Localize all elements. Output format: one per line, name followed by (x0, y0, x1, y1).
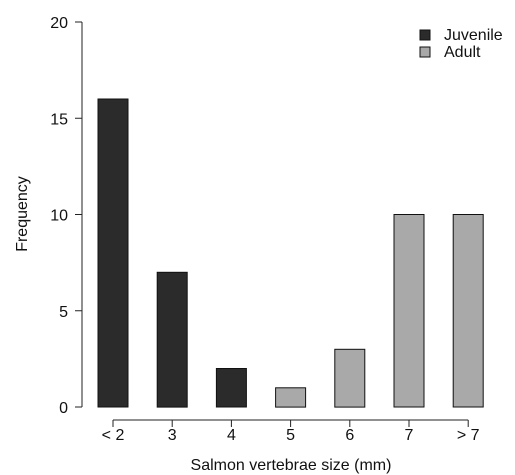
legend-label-juvenile: Juvenile (444, 27, 503, 44)
axes-group (75, 21, 469, 427)
legend-swatch-adult (419, 46, 431, 58)
legend-swatch-juvenile (419, 29, 431, 41)
legend-label-adult: Adult (444, 44, 481, 61)
bar-3 (215, 368, 247, 408)
y-tick-label: 15 (50, 111, 68, 128)
y-axis-title: Frequency (14, 176, 31, 252)
x-tick-label: 7 (405, 427, 414, 444)
x-axis-title: Salmon vertebrae size (mm) (191, 457, 392, 474)
bar-2 (156, 271, 188, 408)
x-tick-label: 6 (345, 427, 354, 444)
x-tick-label: > 7 (457, 427, 480, 444)
bar-5 (334, 348, 366, 408)
y-tick-label: 10 (50, 208, 68, 225)
bar-1 (97, 98, 129, 408)
bar-6 (393, 214, 425, 408)
x-tick-label: 4 (227, 427, 236, 444)
x-tick-label: 5 (286, 427, 295, 444)
y-tick-label: 0 (59, 400, 68, 417)
bars-group (97, 98, 484, 408)
x-tick-label: < 2 (102, 427, 125, 444)
y-tick-label: 20 (50, 15, 68, 32)
bar-4 (275, 387, 307, 408)
bar-7 (452, 214, 484, 408)
x-tick-label: 3 (168, 427, 177, 444)
labels-group: 0 5 10 15 20 < 2 3 4 5 6 7 > 7 Salmon vertebrae size… (14, 15, 480, 474)
y-tick-label: 5 (59, 304, 68, 321)
